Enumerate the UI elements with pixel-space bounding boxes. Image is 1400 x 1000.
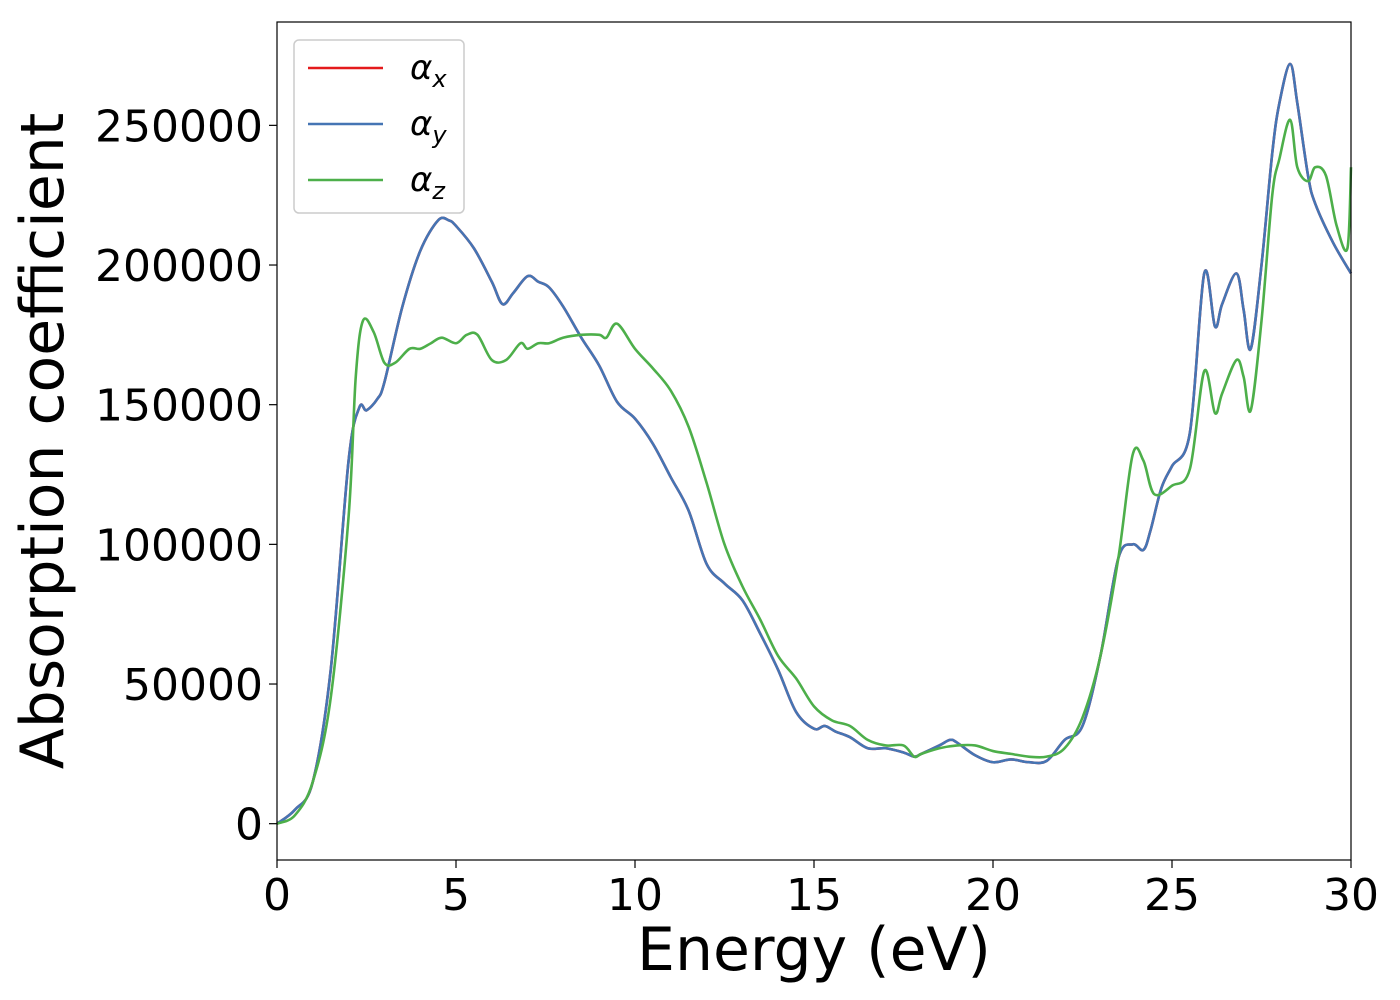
series-line-y [276, 62, 1353, 825]
x-tick-label: 10 [607, 870, 663, 921]
y-axis: 0 50000 100000 150000 200000 250000 [95, 101, 277, 851]
legend-label-x: αx [410, 48, 447, 93]
x-axis-label: Energy (eV) [637, 915, 991, 985]
x-tick-label: 15 [786, 870, 842, 921]
series-line-z [276, 118, 1353, 825]
y-tick-label: 150000 [95, 381, 263, 432]
x-tick-label: 0 [263, 870, 291, 921]
x-tick-label: 30 [1323, 870, 1379, 921]
legend: αx αy αz [293, 39, 465, 214]
x-tick-label: 20 [965, 870, 1021, 921]
series-layer [276, 62, 1353, 825]
y-axis-label: Absorption coefficient [8, 113, 78, 770]
y-tick-label: 250000 [95, 101, 263, 152]
x-axis: 0 5 10 15 20 25 30 [263, 860, 1379, 921]
y-tick-label: 0 [235, 800, 263, 851]
legend-label-y: αy [410, 104, 447, 149]
y-tick-label: 200000 [95, 241, 263, 292]
y-tick-label: 50000 [123, 660, 263, 711]
x-tick-label: 5 [442, 870, 470, 921]
legend-box [293, 39, 465, 214]
y-tick-label: 100000 [95, 520, 263, 571]
x-tick-label: 25 [1144, 870, 1200, 921]
legend-label-z: αz [410, 160, 446, 205]
